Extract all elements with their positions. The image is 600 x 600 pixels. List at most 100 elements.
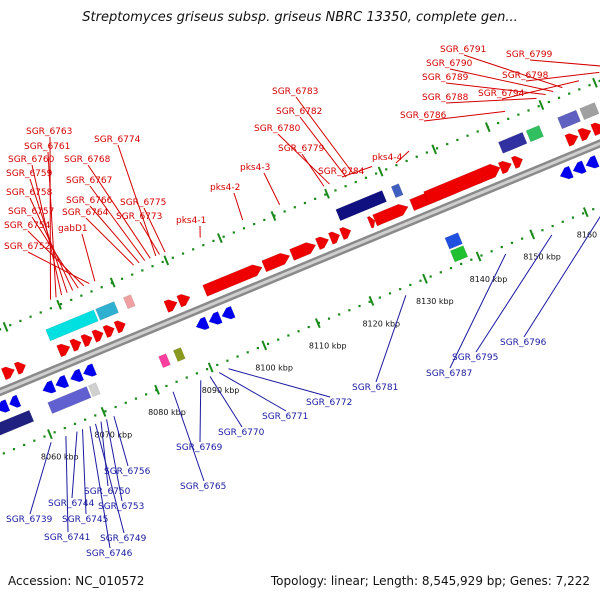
forward-gene-label: SGR_6758 xyxy=(6,188,53,198)
forward-guide-dots xyxy=(70,298,73,301)
reverse-leader-line xyxy=(29,442,52,515)
accession-label: Accession: NC_010572 xyxy=(8,574,145,588)
reverse-gene xyxy=(55,374,70,389)
forward-guide-dots xyxy=(19,319,22,323)
reverse-feature-block xyxy=(444,232,463,250)
forward-gene xyxy=(577,127,592,142)
scale-tick xyxy=(529,229,536,240)
reverse-leader-line xyxy=(228,368,331,398)
reverse-leader-line xyxy=(106,419,123,502)
forward-gene xyxy=(91,329,104,343)
reverse-guide-dots xyxy=(419,279,422,282)
forward-gene-label: SGR_6775 xyxy=(120,198,166,208)
reverse-gene xyxy=(0,399,11,413)
forward-gene xyxy=(314,236,330,251)
forward-leader-line xyxy=(27,251,90,285)
forward-guide-dots xyxy=(29,315,32,318)
reverse-gene-label: SGR_6769 xyxy=(176,443,223,453)
forward-gene xyxy=(289,242,317,261)
forward-guide-dots xyxy=(59,302,63,306)
reverse-guide-dots xyxy=(134,397,138,400)
scale-tick xyxy=(2,321,9,332)
forward-guide-dots xyxy=(293,206,296,209)
reverse-guide-dots xyxy=(2,452,5,455)
scale-tick-label: 8080 kbp xyxy=(148,408,186,417)
forward-guide-dots xyxy=(100,286,103,289)
forward-gene-label: SGR_6754 xyxy=(4,221,51,231)
reverse-guide-dots xyxy=(33,439,36,442)
reverse-gene xyxy=(559,165,574,180)
forward-guide-dots xyxy=(39,311,42,314)
forward-leader-line xyxy=(263,172,281,205)
forward-gene-label: pks4-3 xyxy=(240,163,270,173)
forward-gene xyxy=(497,160,512,175)
forward-guide-dots xyxy=(202,244,205,247)
forward-gene xyxy=(0,366,15,381)
forward-guide-dots xyxy=(242,227,246,230)
reverse-gene-label: SGR_6744 xyxy=(48,499,95,509)
reverse-guide-dots xyxy=(470,258,473,261)
forward-guide-dots xyxy=(557,96,561,99)
forward-gene-label: SGR_6763 xyxy=(26,127,72,137)
forward-guide-dots xyxy=(151,265,154,268)
forward-gene xyxy=(13,361,27,375)
forward-leader-line xyxy=(463,54,563,89)
forward-guide-dots xyxy=(435,147,439,150)
scale-tick xyxy=(207,362,214,373)
forward-guide-dots xyxy=(568,92,571,95)
reverse-guide-dots xyxy=(73,422,77,425)
forward-gene-label: SGR_6768 xyxy=(64,155,111,165)
reverse-gene xyxy=(42,380,57,394)
reverse-guide-dots xyxy=(460,262,463,266)
forward-guide-dots xyxy=(496,121,500,125)
reverse-guide-dots xyxy=(12,448,16,451)
reverse-guide-dots xyxy=(114,405,117,409)
forward-guide-dots xyxy=(598,79,600,83)
reverse-guide-dots xyxy=(378,296,381,299)
forward-guide-dots xyxy=(588,84,591,87)
forward-gene-label: SGR_6784 xyxy=(318,167,365,177)
forward-guide-dots xyxy=(324,193,327,196)
forward-gene-label: SGR_6783 xyxy=(272,87,318,97)
forward-guide-dots xyxy=(131,273,134,276)
forward-gene-label: SGR_6773 xyxy=(116,212,162,222)
reverse-guide-dots xyxy=(144,393,148,396)
forward-leader-line xyxy=(295,96,354,175)
scale-tick-label: 8120 kbp xyxy=(362,319,400,328)
reverse-guide-dots xyxy=(94,414,97,417)
reverse-guide-dots xyxy=(439,271,442,274)
forward-gene-label: SGR_6782 xyxy=(276,107,322,117)
forward-guide-dots xyxy=(90,290,93,293)
scale-tick xyxy=(368,295,375,306)
forward-gene-label: gabD1 xyxy=(58,224,88,234)
reverse-guide-dots xyxy=(561,220,564,223)
reverse-guide-dots xyxy=(449,267,453,270)
reverse-guide-dots xyxy=(216,363,219,367)
reverse-guide-dots xyxy=(307,325,310,329)
forward-guide-dots xyxy=(192,248,195,251)
forward-leader-line xyxy=(143,207,166,253)
forward-guide-dots xyxy=(212,239,215,243)
forward-gene xyxy=(176,293,191,308)
reverse-guide-dots xyxy=(409,283,412,287)
reverse-guide-dots xyxy=(53,431,56,434)
reverse-guide-dots xyxy=(124,401,127,404)
reverse-gene xyxy=(221,305,236,320)
forward-gene-label: SGR_6786 xyxy=(400,111,447,121)
forward-gene xyxy=(69,338,82,352)
reverse-leader-line xyxy=(449,253,507,369)
forward-gene xyxy=(113,320,126,334)
reverse-gene xyxy=(70,368,85,383)
reverse-guide-dots xyxy=(165,384,168,388)
forward-gene xyxy=(80,334,93,348)
genome-summary: Topology: linear; Length: 8,545,929 bp; … xyxy=(270,574,590,588)
forward-gene xyxy=(261,252,291,273)
reverse-gene-label: SGR_6796 xyxy=(500,338,547,348)
reverse-leader-line xyxy=(172,391,205,482)
scale-tick xyxy=(324,188,330,199)
forward-guide-dots xyxy=(161,260,164,264)
forward-gene-label: SGR_6789 xyxy=(422,73,469,83)
reverse-guide-dots xyxy=(480,254,483,257)
reverse-feature-block xyxy=(172,347,186,362)
scale-tick-label: 8070 kbp xyxy=(95,430,133,439)
